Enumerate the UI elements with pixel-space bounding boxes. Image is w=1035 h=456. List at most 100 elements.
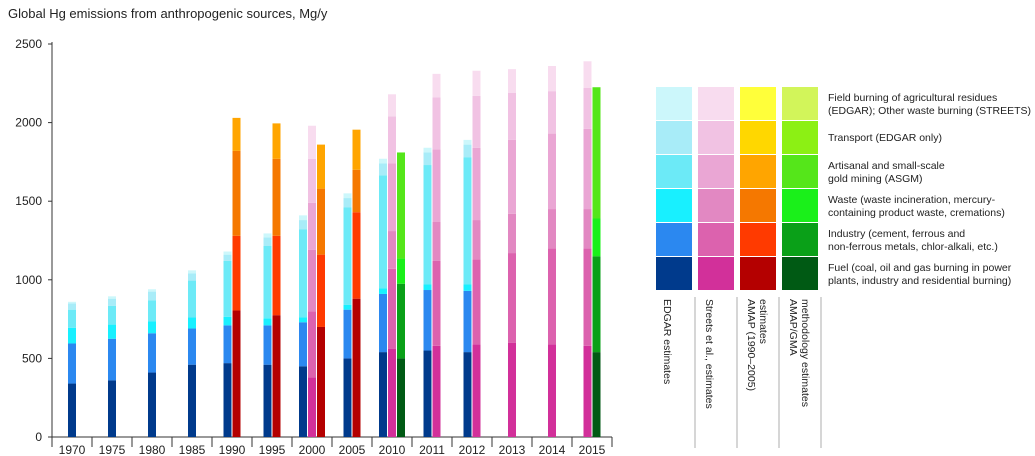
bar-segment-edgar-2012 [463, 284, 472, 291]
bar-segment-edgar-2005 [343, 309, 352, 359]
bar-segment-streets-2013 [508, 139, 516, 214]
bar-segment-streets-2012 [472, 220, 481, 260]
legend-label: Industry (cement, ferrous and [828, 228, 965, 240]
bar-segment-gma-2015 [592, 256, 601, 353]
x-tick-label: 1990 [219, 443, 246, 456]
legend-swatch-amap [740, 155, 776, 188]
bar-segment-edgar-1990 [223, 363, 232, 437]
bar-segment-edgar-1995 [263, 318, 272, 326]
legend-swatch-edgar [656, 155, 692, 188]
legend-swatch-edgar [656, 87, 692, 120]
bar-segment-edgar-2011 [423, 284, 432, 291]
x-tick-label: 1985 [179, 443, 206, 456]
bars [68, 61, 601, 437]
y-tick-label: 2000 [15, 116, 42, 130]
legend-swatch-amap [740, 189, 776, 222]
bar-segment-streets-2011 [432, 345, 441, 437]
x-tick-label: 2013 [499, 443, 526, 456]
x-tick-label: 2012 [459, 443, 486, 456]
bar-segment-streets-2010 [388, 348, 396, 437]
bar-segment-edgar-2012 [463, 139, 472, 145]
bar-segment-edgar-1980 [148, 372, 156, 437]
legend-label: Transport (EDGAR only) [828, 132, 942, 144]
bar-segment-edgar-2010 [379, 158, 387, 164]
bar-segment-edgar-2011 [423, 290, 432, 351]
bar-segment-streets-2015 [583, 248, 592, 346]
bar-segment-streets-2011 [432, 97, 441, 150]
bar-segment-edgar-1995 [263, 233, 272, 238]
x-tick-label: 2014 [539, 443, 566, 456]
bar-segment-amap-2005 [352, 298, 361, 437]
bar-segment-amap-1995 [272, 315, 281, 437]
bar-segment-amap-1995 [272, 235, 281, 316]
legend-column-label: AMAP/GMA [787, 299, 799, 356]
bar-segment-streets-2012 [472, 70, 481, 96]
bar-segment-streets-2013 [508, 342, 516, 437]
bar-segment-streets-2010 [388, 268, 396, 349]
y-tick-label: 0 [35, 430, 42, 444]
bar-segment-edgar-1970 [68, 343, 76, 384]
legend-label: Waste (waste incineration, mercury- [828, 194, 996, 206]
bar-segment-streets-2000 [308, 158, 316, 203]
bar-segment-streets-2015 [583, 209, 592, 249]
axes: 0 500 1000 1500 2000 2500 1970 1975 1980 1985 1990… [15, 37, 613, 456]
legend-swatch-streets [698, 189, 734, 222]
bar-segment-edgar-1980 [148, 321, 156, 334]
x-tick-label: 2005 [339, 443, 366, 456]
bar-segment-edgar-1990 [223, 260, 232, 317]
x-tick-label: 2010 [379, 443, 406, 456]
bar-segment-edgar-1970 [68, 301, 76, 304]
bar-segment-edgar-1975 [108, 305, 116, 325]
bar-segment-amap-2005 [352, 129, 361, 170]
bar-segment-edgar-1970 [68, 383, 76, 437]
bar-segment-edgar-1985 [188, 364, 196, 437]
bar-segment-gma-2015 [592, 87, 601, 219]
bar-segment-edgar-1990 [223, 251, 232, 255]
bar-segment-edgar-2000 [299, 366, 307, 437]
bar-segment-streets-2015 [583, 61, 592, 89]
bar-segment-edgar-2011 [423, 152, 432, 166]
legend-swatch-streets [698, 121, 734, 154]
legend-swatch-streets [698, 87, 734, 120]
legend-label: containing product waste, cremations) [828, 207, 1005, 219]
bar-segment-amap-2005 [352, 212, 361, 299]
x-tick-label: 2011 [419, 443, 445, 456]
bar-segment-edgar-1995 [263, 325, 272, 365]
bar-segment-edgar-2012 [463, 144, 472, 158]
bar-segment-edgar-2000 [299, 220, 307, 230]
legend-swatch-gma [782, 189, 818, 222]
bar-segment-streets-2000 [308, 202, 316, 250]
x-tick-label: 2015 [579, 443, 606, 456]
bar-segment-edgar-1995 [263, 237, 272, 247]
bar-segment-edgar-1995 [263, 364, 272, 437]
bar-segment-amap-2000 [317, 254, 325, 327]
bar-segment-edgar-1975 [108, 296, 116, 299]
legend-swatch-amap [740, 223, 776, 256]
bar-segment-edgar-1985 [188, 317, 196, 329]
bar-segment-amap-1995 [272, 123, 281, 159]
bar-segment-streets-2000 [308, 311, 316, 378]
legend-swatch-edgar [656, 257, 692, 290]
x-tick-label: 1980 [139, 443, 166, 456]
legend-label: plants, industry and residential burning… [828, 275, 1011, 287]
bar-segment-edgar-2000 [299, 317, 307, 323]
bar-segment-streets-2012 [472, 95, 481, 148]
bar-segment-edgar-1975 [108, 298, 116, 306]
legend-swatch-amap [740, 121, 776, 154]
bar-segment-edgar-2005 [343, 193, 352, 199]
bar-segment-streets-2011 [432, 73, 441, 98]
bar-segment-amap-2000 [317, 144, 325, 189]
bar-segment-edgar-1985 [188, 328, 196, 365]
bar-segment-edgar-2010 [379, 293, 387, 353]
bar-segment-edgar-2000 [299, 229, 307, 318]
bar-segment-gma-2010 [397, 152, 405, 259]
bar-segment-amap-2000 [317, 188, 325, 255]
bar-segment-streets-2014 [548, 344, 556, 437]
bar-segment-streets-2000 [308, 249, 316, 312]
x-tick-label: 1975 [99, 443, 126, 456]
bar-segment-gma-2010 [397, 283, 405, 359]
bar-segment-edgar-1985 [188, 270, 196, 274]
bar-segment-amap-2005 [352, 169, 361, 213]
bar-segment-amap-2000 [317, 326, 325, 437]
